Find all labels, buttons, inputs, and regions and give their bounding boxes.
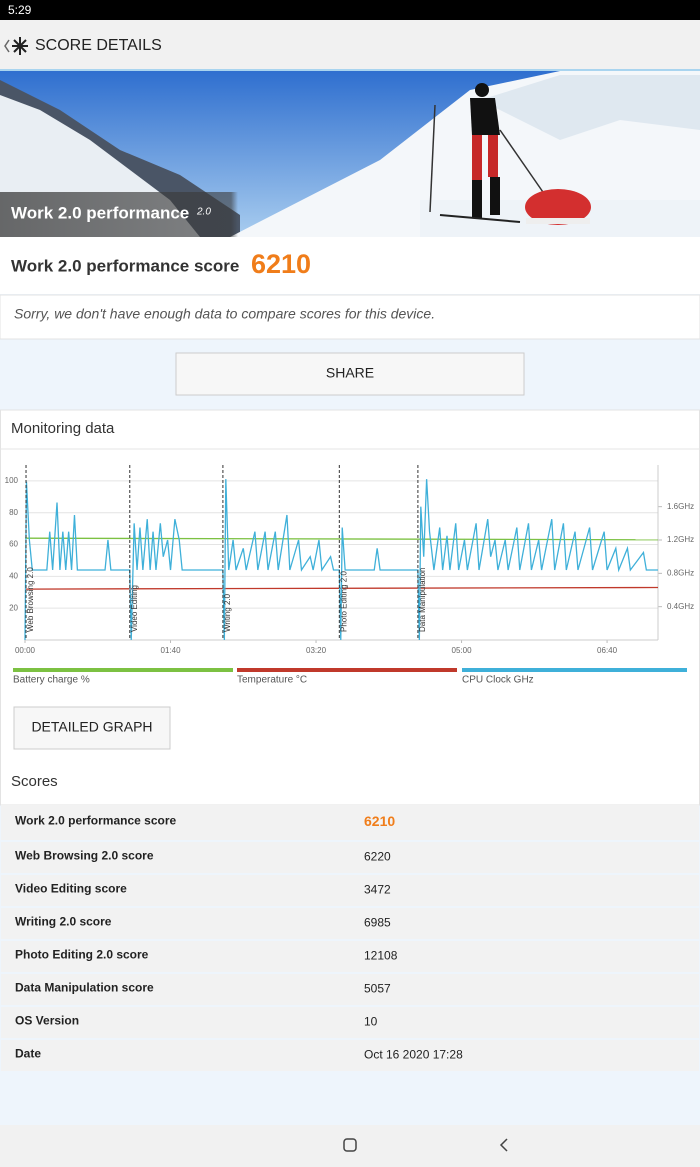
banner-image [0,71,700,237]
y-tick-label: 100 [5,476,19,485]
score-value: 6210 [251,249,311,279]
table-row [1,941,699,972]
table-row [1,875,699,906]
divider [0,69,700,71]
status-bar [0,0,700,20]
x-tick-label: 01:40 [161,646,182,655]
table-row [1,842,699,873]
row-label: Date [15,1047,41,1061]
home-button[interactable] [343,1138,357,1152]
segment-label: Web Browsing 2.0 [26,567,35,632]
score-label: Work 2.0 performance score [11,256,239,275]
y-tick-label: 20 [9,603,18,612]
table-row [1,908,699,939]
legend-swatch [13,668,233,672]
legend-label: Battery charge % [13,675,90,686]
detailed-graph-button[interactable] [13,706,171,750]
x-tick-label: 00:00 [15,646,36,655]
series-line [24,479,658,641]
row-value: 6985 [364,916,391,930]
row-value: 6220 [364,850,391,864]
segment-label: Photo Editing 2.0 [339,571,348,632]
row-value: 6210 [364,813,395,829]
row-label: Video Editing score [15,882,127,896]
row-value: 10 [364,1015,378,1029]
table-row [1,974,699,1005]
row-value: 5057 [364,982,391,996]
row-label: Writing 2.0 score [15,915,112,929]
nav-bar [0,1125,700,1167]
monitoring-chart: 20 40 60 80 100 0.4GHz 0.8GHz 1.2GHz 1.6GHz 00:00… [5,465,694,686]
row-label: Work 2.0 performance score [15,814,177,828]
y-tick-label: 40 [9,571,18,580]
row-label: Photo Editing 2.0 score [15,948,149,962]
table-row [1,1007,699,1038]
x-tick-label: 03:20 [306,646,327,655]
table-row [1,805,699,840]
y2-tick-label: 0.4GHz [667,602,694,611]
back-button[interactable] [4,39,10,53]
legend-swatch [462,668,687,672]
monitoring-title: Monitoring data [11,420,115,437]
score-card [0,237,700,294]
legend-label: CPU Clock GHz [462,675,534,686]
segment-label: Video Editing [130,585,139,632]
row-value: 12108 [364,949,398,963]
scores-table: Work 2.0 performance score 6210 Web Browsi… [1,805,699,1071]
row-value: Oct 16 2020 17:28 [364,1048,463,1062]
segment-label: Data Manipulation [418,568,427,632]
notice: Sorry, we don't have enough data to comp… [14,306,435,322]
y-tick-label: 60 [9,540,18,549]
banner-version: 2.0 [196,207,211,218]
y2-tick-label: 1.2GHz [667,535,694,544]
app-bar [0,20,700,69]
back-nav-button[interactable] [499,1138,508,1152]
table-row [1,1040,699,1071]
row-label: Data Manipulation score [15,981,154,995]
app-icon [12,37,28,55]
x-tick-label: 05:00 [452,646,473,655]
notice-card [0,294,700,340]
share-button[interactable] [175,352,525,396]
page-title: SCORE DETAILS [35,37,162,54]
banner-title: Work 2.0 performance [11,203,189,222]
scores-title: Scores [11,773,58,790]
detailed-graph-label[interactable]: DETAILED GRAPH [31,719,152,735]
y-tick-label: 80 [9,508,18,517]
row-label: Web Browsing 2.0 score [15,849,154,863]
legend-label: Temperature °C [237,675,307,686]
y2-tick-label: 1.6GHz [667,502,694,511]
x-tick-label: 06:40 [597,646,618,655]
status-time: 5:29 [8,3,32,17]
share-label[interactable]: SHARE [326,365,374,381]
row-label: OS Version [15,1014,79,1028]
legend-swatch [237,668,457,672]
row-value: 3472 [364,883,391,897]
segment-label: Writing 2.0 [223,593,232,632]
y2-tick-label: 0.8GHz [667,568,694,577]
